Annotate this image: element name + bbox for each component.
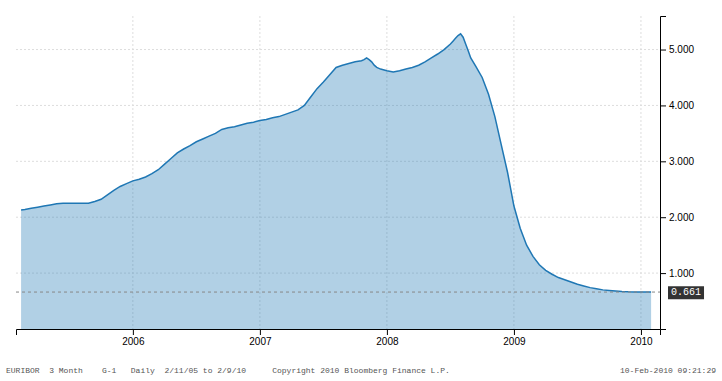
- grid: [16, 16, 660, 329]
- tick: 2010: [630, 329, 653, 347]
- tick-mark: [660, 217, 666, 218]
- tick-label: 2007: [249, 336, 272, 347]
- tick-mark: [660, 161, 666, 162]
- tick: 2.000: [660, 212, 694, 223]
- footer-text: 10-Feb-2010 09:21:29: [620, 366, 716, 375]
- tick-label: 1.000: [669, 268, 694, 279]
- value-label: 0.661: [668, 286, 704, 299]
- tick: 2009: [503, 329, 526, 347]
- tick-label: 4.000: [669, 100, 694, 111]
- data-layer: [16, 34, 660, 329]
- line: [21, 34, 651, 292]
- tick-label: 2009: [503, 336, 526, 347]
- tick-mark: [660, 105, 666, 106]
- reference-line: [16, 292, 660, 293]
- tick-label: 2006: [122, 336, 145, 347]
- tick: 4.000: [660, 100, 694, 111]
- axis-line: [17, 330, 661, 336]
- x-axis: 2006 2007 2008 2009 2010: [17, 329, 661, 347]
- tick-mark: [133, 329, 134, 335]
- grid-line: [640, 16, 641, 329]
- tick-mark: [641, 329, 642, 335]
- tick-mark: [387, 329, 388, 335]
- tick-label: 2010: [630, 336, 653, 347]
- tick-mark: [260, 329, 261, 335]
- tick-label: 5.000: [669, 44, 694, 55]
- value-label-text: 0.661: [671, 287, 701, 298]
- tick-label: 3.000: [669, 156, 694, 167]
- grid-line: [16, 49, 660, 50]
- tick: 2007: [249, 329, 272, 347]
- tick-label: 2.000: [669, 212, 694, 223]
- area: [21, 34, 651, 329]
- tick-mark: [514, 329, 515, 335]
- tick: 3.000: [660, 156, 694, 167]
- axis-line: [661, 17, 667, 330]
- footer-text: EURIBOR 3 Month G-1 Daily 2/11/05 to 2/9…: [6, 366, 246, 375]
- footer-text: Copyright 2010 Bloomberg Finance L.P.: [272, 366, 450, 375]
- tick-mark: [660, 273, 666, 274]
- plot: 0.661 2006 2007 2008 2009 2010 1.000 2.000 3.000…: [16, 16, 704, 347]
- tick-mark: [660, 50, 666, 51]
- tick-label: 2008: [376, 336, 399, 347]
- value-label-box: [668, 286, 704, 299]
- chart: 0.661 2006 2007 2008 2009 2010 1.000 2.000 3.000…: [0, 0, 722, 381]
- tick: 1.000: [660, 268, 694, 279]
- y-axis: 1.000 2.000 3.000 4.000 5.000: [660, 17, 694, 330]
- tick: 2008: [376, 329, 399, 347]
- tick: 2006: [122, 329, 145, 347]
- tick: 5.000: [660, 44, 694, 55]
